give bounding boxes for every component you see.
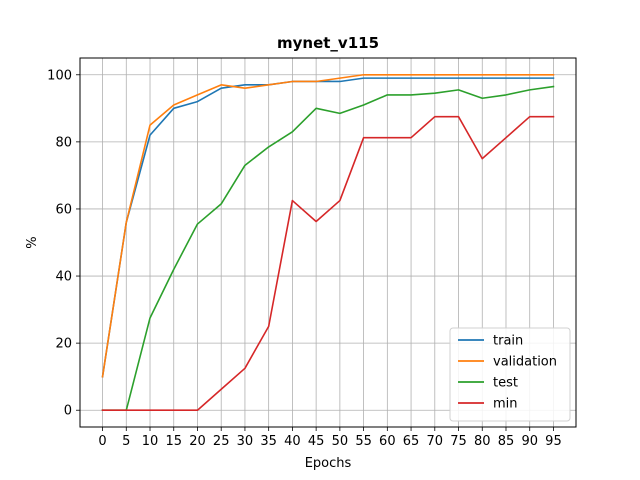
x-tick-label: 15: [165, 434, 182, 449]
x-tick-label: 50: [332, 434, 349, 449]
chart-title: mynet_v115: [277, 34, 379, 52]
x-tick-label: 95: [545, 434, 562, 449]
x-tick-label: 0: [98, 434, 106, 449]
x-tick-label: 40: [284, 434, 301, 449]
x-tick-label: 85: [498, 434, 515, 449]
series-line-min: [101, 115, 555, 412]
y-tick-label: 20: [55, 337, 72, 352]
x-tick-label: 80: [474, 434, 491, 449]
series-line-validation: [101, 73, 555, 378]
series-lines: [101, 73, 555, 412]
axis-ticks: 0 5 10 15 20 25 30 35 40 45 50 55 60 65 70 75 80 85 90 95 0 2…: [47, 68, 562, 449]
x-tick-label: 25: [213, 434, 230, 449]
legend-label-test: test: [493, 376, 518, 391]
plot-frame: [79, 57, 577, 428]
legend: train validation test min: [449, 327, 571, 422]
x-tick-label: 30: [237, 434, 254, 449]
y-axis-label: %: [25, 236, 40, 248]
y-tick-label: 100: [47, 68, 72, 83]
x-tick-label: 55: [355, 434, 372, 449]
series-line-test: [101, 85, 555, 412]
x-tick-label: 90: [521, 434, 538, 449]
x-tick-label: 5: [122, 434, 130, 449]
legend-label-train: train: [493, 334, 523, 349]
x-tick-label: 10: [142, 434, 159, 449]
x-axis-label: Epochs: [305, 456, 352, 471]
y-tick-label: 0: [64, 404, 72, 419]
x-tick-label: 20: [189, 434, 206, 449]
x-tick-label: 35: [260, 434, 277, 449]
y-tick-label: 60: [55, 202, 72, 217]
legend-label-min: min: [493, 397, 518, 412]
x-tick-label: 70: [427, 434, 444, 449]
x-tick-label: 75: [450, 434, 467, 449]
x-tick-label: 60: [379, 434, 396, 449]
y-tick-label: 80: [55, 135, 72, 150]
legend-label-validation: validation: [493, 355, 557, 370]
series-line-train: [101, 77, 555, 378]
x-tick-label: 65: [403, 434, 420, 449]
x-tick-label: 45: [308, 434, 325, 449]
y-tick-label: 40: [55, 270, 72, 285]
legend-box: [449, 327, 571, 422]
